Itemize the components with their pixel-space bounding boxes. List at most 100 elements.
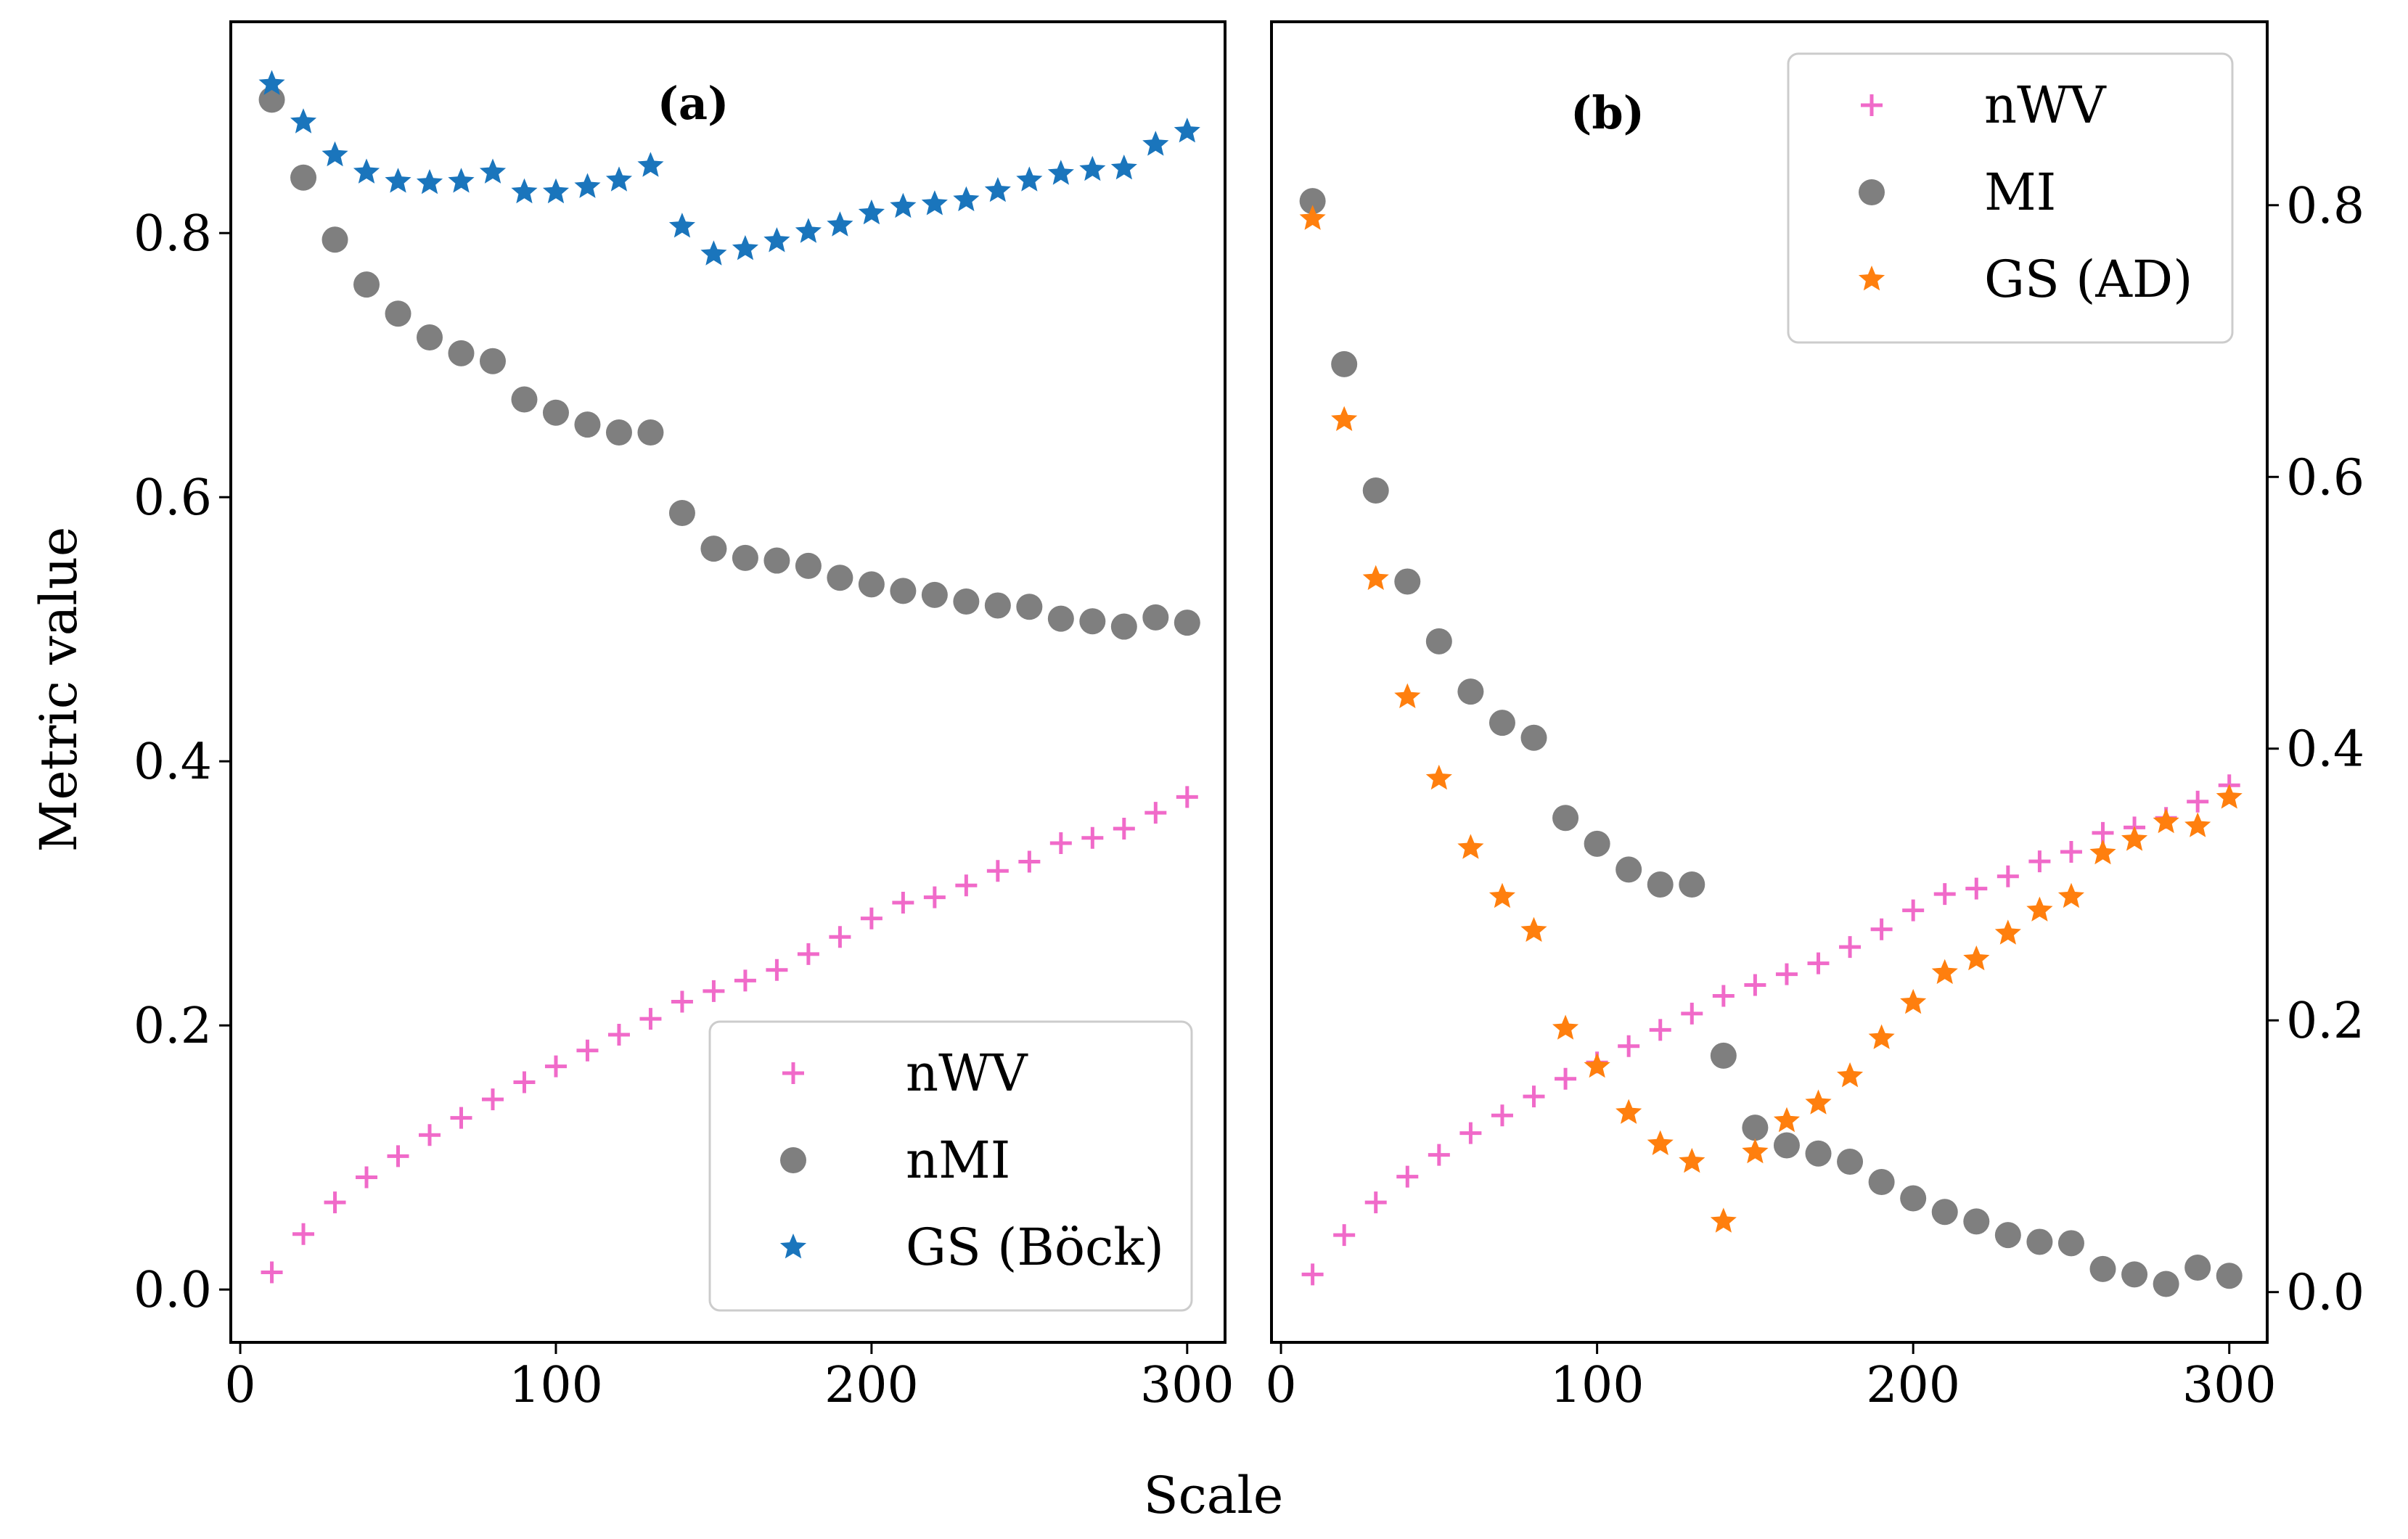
panel-b-nwv-point: [1301, 1263, 1324, 1286]
panel-b-gs-ad-point: [1425, 764, 1452, 790]
panel-a-nmi-point: [511, 386, 538, 413]
panel-a-nmi-point: [700, 535, 727, 562]
panel-b-mi-point: [1773, 1132, 1800, 1159]
panel-a-y-tick-label: 0.2: [134, 998, 212, 1055]
panel-b-nwv-point: [1618, 1035, 1640, 1057]
panel-b-gs-ad-point: [1331, 406, 1358, 431]
panel-a-nwv-point: [703, 980, 725, 1002]
panel-a-legend: nWV nMI GS (Böck): [708, 1020, 1193, 1312]
panel-b-mi-point: [2026, 1228, 2053, 1255]
panel-a-gs-b-ck-point: [858, 199, 885, 225]
panel-b-gs-ad-point: [1584, 1052, 1610, 1078]
panel-b-nwv-point: [2028, 850, 2051, 873]
panel-a-nwv-point: [513, 1071, 536, 1093]
panel-b-gs-ad-point: [1742, 1138, 1769, 1164]
panel-b-mi-point: [1710, 1042, 1737, 1069]
panel-a-nwv-point: [1144, 802, 1167, 824]
panel-a-gs-b-ck-point: [290, 108, 317, 134]
panel-a-legend-marker-nwv: [782, 1062, 804, 1084]
panel-a-legend-label-nwv: nWV: [906, 1043, 1028, 1103]
panel-a-gs-b-ck-point: [1079, 155, 1106, 181]
panel-b-gs-ad-point: [2121, 826, 2148, 851]
panel-a-gs-b-ck-point: [890, 192, 917, 218]
panel-b-nwv-point: [1681, 1002, 1703, 1025]
panel-b-y-tick-label: 0.4: [2286, 721, 2364, 779]
panel-b-y-tick-label: 0.0: [2286, 1265, 2364, 1322]
panel-a-y-tick-label: 0.8: [134, 205, 212, 263]
panel-a-nmi-point: [953, 588, 980, 615]
panel-b-gs-ad-point: [1994, 919, 2021, 945]
panel-a-nmi-point: [290, 164, 317, 191]
panel-b-mi-point: [2121, 1261, 2148, 1288]
panel-b-legend-entry-mi: MI: [1859, 163, 2056, 222]
panel-a-nwv-point: [419, 1124, 441, 1146]
panel-b-series-gs-ad: [1299, 205, 2243, 1233]
panel-a-nmi-point: [732, 544, 758, 571]
panel-b-title: (b): [1570, 86, 1645, 139]
panel-a-nmi-point: [574, 411, 601, 438]
panel-a-nmi-point: [1174, 610, 1200, 636]
panel-a-gs-b-ck-point: [1016, 166, 1043, 192]
panel-b-nwv-point: [1649, 1019, 1671, 1041]
panel-b-gs-ad-point: [2153, 808, 2179, 834]
y-axis-label: Metric value: [29, 527, 89, 853]
panel-a-nmi-point: [795, 552, 822, 579]
panel-a-gs-b-ck-point: [511, 178, 538, 204]
panel-a-nwv-point: [607, 1023, 630, 1046]
panel-b-mi-point: [2153, 1271, 2179, 1297]
panel-a-gs-b-ck-point: [479, 158, 507, 184]
panel-b-mi-point: [1994, 1222, 2021, 1249]
panel-a-gs-b-ck-point: [322, 141, 348, 167]
panel-b-nwv-point: [1396, 1165, 1419, 1188]
panel-b-mi-point: [1868, 1169, 1895, 1196]
panel-a-x-tick-label: 300: [1140, 1357, 1234, 1414]
panel-a-x-tick-label: 0: [224, 1357, 255, 1414]
panel-b-mi-point: [1647, 871, 1674, 898]
panel-b-legend-label-nwv: nWV: [1984, 75, 2107, 135]
panel-b-nwv-point: [1744, 974, 1766, 996]
panel-b-mi-point: [1679, 871, 1705, 898]
panel-b-mi-point: [1805, 1140, 1832, 1167]
panel-a-nwv-point: [481, 1088, 504, 1111]
panel-a-nmi-point: [921, 581, 948, 608]
panel-b-mi-point: [1963, 1208, 1990, 1235]
panel-a-nwv-point: [639, 1008, 662, 1030]
panel-a-x-tick-label: 200: [824, 1357, 919, 1414]
panel-a-y-tick-label: 0.4: [134, 734, 212, 791]
panel-a-nmi-point: [322, 226, 348, 253]
panel-b-gs-ad-point: [1837, 1062, 1864, 1088]
panel-b-nwv-point: [1491, 1104, 1513, 1127]
panel-a-nmi-point: [763, 547, 790, 574]
panel-a-nwv-point: [734, 969, 756, 992]
panel-b-gs-ad-point: [1805, 1089, 1832, 1115]
panel-b-mi-point: [2216, 1263, 2243, 1289]
panel-a-nwv-point: [829, 926, 851, 948]
panel-a-gs-b-ck-point: [637, 152, 664, 177]
panel-a-nmi-point: [1047, 605, 1074, 632]
panel-a-series-nwv: [261, 786, 1198, 1284]
panel-b-gs-ad-point: [1362, 565, 1389, 591]
panel-a-nmi-point: [1110, 613, 1137, 640]
panel-a-nmi-point: [984, 592, 1011, 619]
panel-a-y-tick-label: 0.0: [134, 1262, 212, 1319]
panel-b-gs-ad-point: [2216, 784, 2243, 809]
panel-a-gs-b-ck-point: [448, 168, 475, 193]
panel-b-mi-point: [1837, 1148, 1864, 1175]
panel-a-y-tick-label: 0.6: [134, 469, 212, 527]
panel-a-nmi-point: [1142, 604, 1169, 631]
panel-b-mi-point: [1615, 856, 1642, 883]
panel-a-nmi-point: [890, 578, 917, 604]
panel-b-nwv-point: [2060, 841, 2082, 863]
panel-a-nmi-point: [668, 500, 695, 527]
panel-b-y-tick-label: 0.8: [2286, 178, 2364, 235]
panel-a-nwv-point: [797, 943, 819, 965]
panel-a-legend-box: [708, 1020, 1193, 1312]
panel-b-gs-ad-point: [1457, 834, 1484, 859]
panel-b-nwv-point: [1807, 952, 1830, 974]
panel-b-nwv-point: [1333, 1224, 1356, 1247]
panel-a-nmi-point: [448, 340, 475, 366]
panel-b-gs-ad-point: [1552, 1014, 1579, 1040]
panel-b-mi-point: [1742, 1115, 1769, 1141]
panel-a-gs-b-ck-point: [605, 166, 632, 192]
